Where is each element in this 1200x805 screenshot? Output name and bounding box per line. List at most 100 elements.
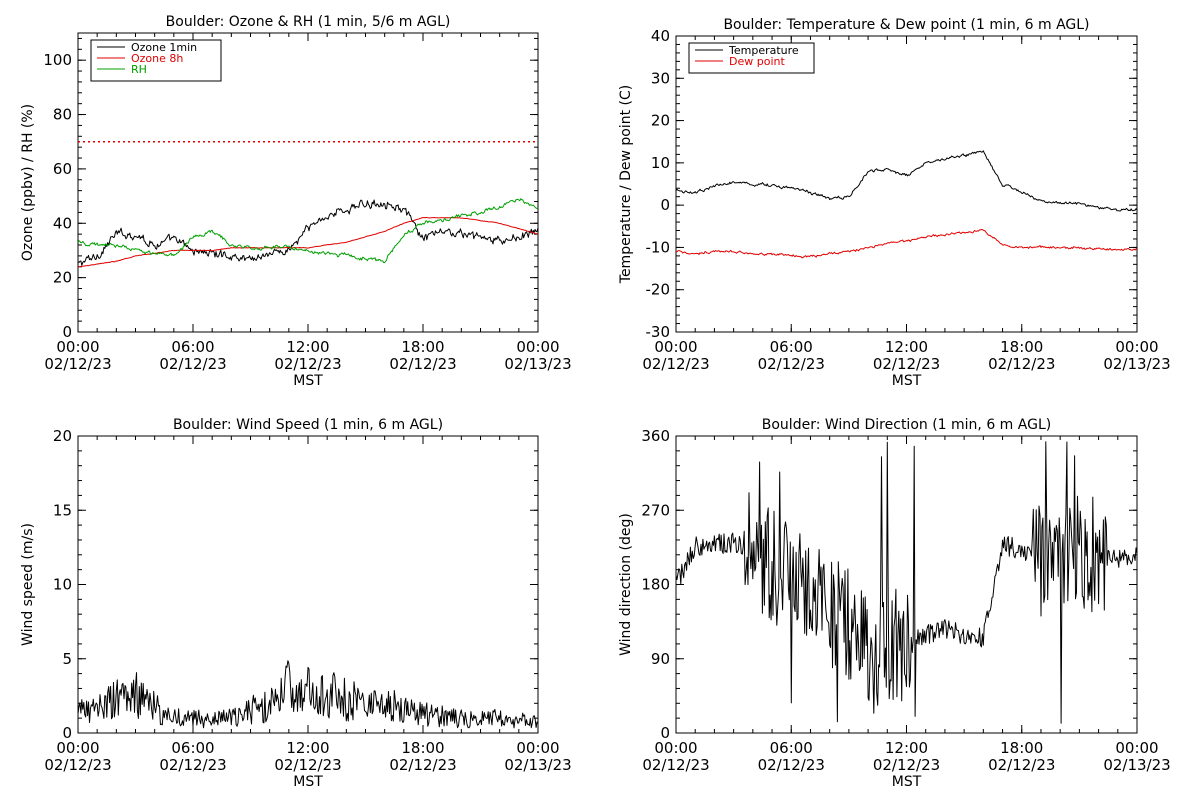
chart-title: Boulder: Temperature & Dew point (1 min,… [723, 17, 1089, 33]
series-line-ozone-1min [78, 199, 538, 266]
x-tick-time-label: 12:00 [885, 739, 928, 757]
x-tick-date-label: 02/12/23 [159, 756, 226, 774]
x-tick-time-label: 18:00 [401, 739, 444, 757]
y-tick-label: 0 [62, 323, 72, 341]
y-tick-label: 20 [53, 269, 72, 287]
legend-label: RH [131, 63, 147, 76]
x-axis-label: MST [293, 774, 323, 790]
x-tick-time-label: 00:00 [516, 338, 559, 356]
x-tick-date-label: 02/12/23 [44, 756, 111, 774]
legend-label: Dew point [729, 55, 785, 68]
series-line-data [676, 441, 1137, 724]
x-tick-date-label: 02/12/23 [274, 756, 341, 774]
x-tick-time-label: 00:00 [654, 338, 697, 356]
x-axis-label: MST [892, 774, 922, 790]
y-axis-label: Wind speed (m/s) [20, 523, 36, 646]
x-tick-date-label: 02/13/23 [1103, 355, 1170, 373]
y-tick-label: -20 [646, 281, 671, 299]
y-tick-label: 0 [660, 724, 670, 742]
y-tick-label: 10 [651, 154, 670, 172]
legend-label: Temperature [728, 44, 799, 57]
x-tick-time-label: 06:00 [171, 338, 214, 356]
y-tick-label: 90 [651, 650, 670, 668]
legend-box [688, 42, 815, 74]
y-tick-label: 20 [651, 112, 670, 130]
x-tick-time-label: 00:00 [1115, 338, 1158, 356]
x-tick-time-label: 06:00 [171, 739, 214, 757]
x-axis-label: MST [892, 373, 922, 389]
y-axis-label: Wind direction (deg) [618, 513, 634, 656]
temperature-dewpoint-panel: Boulder: Temperature & Dew point (1 min,… [618, 17, 1171, 389]
plot-frame [675, 35, 1138, 333]
y-tick-label: 60 [53, 160, 72, 178]
series-line-temperature [676, 150, 1137, 212]
plot-frame [77, 435, 539, 734]
x-tick-date-label: 02/12/23 [988, 355, 1055, 373]
x-tick-date-label: 02/12/23 [389, 355, 456, 373]
x-tick-date-label: 02/12/23 [44, 355, 111, 373]
y-tick-label: -10 [646, 238, 671, 256]
x-tick-date-label: 02/12/23 [274, 355, 341, 373]
y-tick-label: 0 [660, 196, 670, 214]
y-axis-label: Ozone (ppbv) / RH (%) [20, 104, 36, 261]
chart-title: Boulder: Wind Speed (1 min, 6 m AGL) [173, 417, 443, 433]
y-tick-label: 40 [53, 214, 72, 232]
y-tick-label: 270 [641, 501, 670, 519]
x-tick-date-label: 02/12/23 [389, 756, 456, 774]
x-tick-time-label: 00:00 [654, 739, 697, 757]
series-group [78, 660, 538, 729]
legend-label: Ozone 8h [131, 52, 183, 65]
ozone-rh-panel: Boulder: Ozone & RH (1 min, 5/6 m AGL)02… [20, 14, 572, 389]
x-tick-time-label: 12:00 [286, 739, 329, 757]
y-tick-label: 30 [651, 69, 670, 87]
y-tick-label: -30 [646, 323, 671, 341]
x-axis-label: MST [293, 373, 323, 389]
series-line-dew-point [676, 229, 1137, 259]
wind-direction-panel: Boulder: Wind Direction (1 min, 6 m AGL)… [618, 417, 1171, 790]
x-tick-time-label: 00:00 [1115, 739, 1158, 757]
y-tick-label: 360 [641, 427, 670, 445]
y-tick-label: 100 [43, 51, 72, 69]
series-line-data [78, 660, 538, 729]
y-tick-label: 5 [62, 650, 72, 668]
y-tick-label: 40 [651, 27, 670, 45]
y-tick-label: 10 [53, 576, 72, 594]
y-tick-label: 180 [641, 576, 670, 594]
series-group [78, 198, 538, 268]
y-tick-label: 20 [53, 427, 72, 445]
chart-title: Boulder: Ozone & RH (1 min, 5/6 m AGL) [166, 14, 451, 30]
x-tick-date-label: 02/12/23 [642, 756, 709, 774]
x-tick-time-label: 00:00 [56, 739, 99, 757]
series-group [676, 441, 1137, 724]
x-tick-date-label: 02/12/23 [758, 355, 825, 373]
y-axis-label: Temperature / Dew point (C) [618, 85, 634, 284]
x-tick-date-label: 02/12/23 [642, 355, 709, 373]
x-tick-date-label: 02/12/23 [873, 355, 940, 373]
x-tick-date-label: 02/13/23 [504, 355, 571, 373]
series-line-ozone-8h [78, 217, 538, 268]
series-group [676, 150, 1137, 259]
x-tick-time-label: 18:00 [1000, 739, 1043, 757]
y-tick-label: 15 [53, 501, 72, 519]
x-tick-time-label: 00:00 [56, 338, 99, 356]
x-tick-date-label: 02/12/23 [159, 355, 226, 373]
x-tick-date-label: 02/12/23 [988, 756, 1055, 774]
x-tick-time-label: 18:00 [401, 338, 444, 356]
wind-speed-panel: Boulder: Wind Speed (1 min, 6 m AGL) 0 5 10… [20, 417, 572, 790]
x-tick-date-label: 02/13/23 [1103, 756, 1170, 774]
x-tick-date-label: 02/13/23 [504, 756, 571, 774]
x-tick-date-label: 02/12/23 [758, 756, 825, 774]
x-tick-time-label: 06:00 [770, 338, 813, 356]
y-tick-label: 0 [62, 724, 72, 742]
x-tick-time-label: 06:00 [770, 739, 813, 757]
x-tick-time-label: 12:00 [286, 338, 329, 356]
x-tick-time-label: 18:00 [1000, 338, 1043, 356]
x-tick-date-label: 02/12/23 [873, 756, 940, 774]
legend-label: Ozone 1min [131, 41, 197, 54]
x-tick-time-label: 12:00 [885, 338, 928, 356]
x-tick-time-label: 00:00 [516, 739, 559, 757]
